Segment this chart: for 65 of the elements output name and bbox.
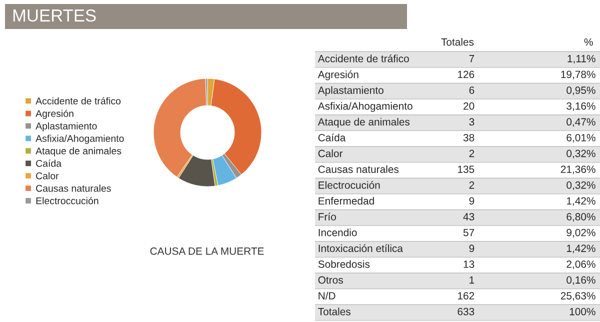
category-label: Calor — [318, 150, 343, 158]
category-label: Caída — [318, 134, 346, 142]
category-label: N/D — [318, 292, 336, 300]
data-label: 3 — [469, 118, 474, 126]
data-label: 9 — [469, 244, 474, 252]
data-label: 21,36% — [560, 166, 596, 174]
data-label: 57 — [463, 228, 474, 236]
category-label: Causas naturales — [318, 165, 399, 173]
data-label: 2,06% — [566, 260, 596, 270]
series-label: Totales — [441, 38, 474, 46]
data-label: 25,63% — [560, 292, 596, 301]
category-label: Sobredosis — [318, 260, 370, 268]
category-label: Intoxicación etílica — [318, 244, 403, 252]
category-label: Enfermedad — [318, 196, 374, 205]
data-label: 1 — [470, 276, 474, 284]
data-label: 3,16% — [566, 102, 596, 111]
category-label: Otros — [318, 276, 343, 284]
data-label: 0,95% — [566, 86, 596, 96]
data-label: 633 — [458, 308, 474, 316]
donut-slice — [210, 78, 262, 175]
data-label: 0,47% — [566, 118, 596, 127]
data-label: 100% — [570, 308, 596, 316]
data-label: 43 — [463, 213, 474, 220]
data-label: 135 — [458, 166, 474, 173]
category-label: Incendio — [318, 228, 357, 236]
data-label: 7 — [469, 55, 474, 62]
category-label: Totales — [318, 308, 350, 316]
data-label: 9 — [469, 197, 474, 205]
data-label: 1,11% — [568, 54, 596, 64]
category-label: Ataque de animales — [318, 118, 410, 128]
legend-label: Caída — [36, 160, 62, 167]
text: CAUSA DE LA MUERTE — [150, 247, 264, 255]
data-label: 9,02% — [566, 228, 596, 238]
legend-label: Causas naturales — [36, 184, 111, 192]
category-label: Aplastamiento — [318, 86, 384, 96]
legend-label: Calor — [36, 172, 59, 180]
legend-label: Ataque de animales — [36, 147, 122, 156]
data-label: 2 — [469, 150, 474, 158]
legend-label: Agresión — [36, 110, 74, 119]
data-label: 0,32% — [566, 181, 596, 190]
legend-label: Asfixia/Ahogamiento — [36, 134, 124, 144]
category-label: Agresión — [318, 70, 358, 80]
category-label: Asfixia/Ahogamiento — [318, 102, 412, 112]
data-label: 6,80% — [566, 213, 596, 222]
data-label: 20 — [464, 102, 474, 110]
chart-title: MUERTES — [13, 9, 96, 22]
data-label: 19,78% — [561, 70, 596, 80]
data-label: 38 — [463, 134, 474, 142]
data-label: 162 — [458, 292, 474, 300]
category-label: Accidente de tráfico — [318, 54, 409, 62]
data-label: 0,32% — [566, 150, 596, 158]
data-label: 6 — [469, 86, 474, 94]
data-label: 1,42% — [566, 244, 596, 254]
data-label: 126 — [458, 70, 474, 78]
data-label: 2 — [469, 181, 474, 189]
legend-label: Aplastamiento — [36, 122, 97, 132]
category-label: Electrocución — [318, 181, 380, 189]
data-label: 0,16% — [566, 276, 596, 285]
text: % — [584, 38, 593, 46]
data-label: 1,42% — [566, 197, 596, 206]
legend-label: Electroccución — [36, 196, 98, 204]
category-label: Frío — [318, 212, 336, 220]
data-label: 13 — [464, 260, 474, 268]
data-label: 6,01% — [566, 134, 596, 143]
legend-label: Accidente de tráfico — [36, 97, 121, 104]
